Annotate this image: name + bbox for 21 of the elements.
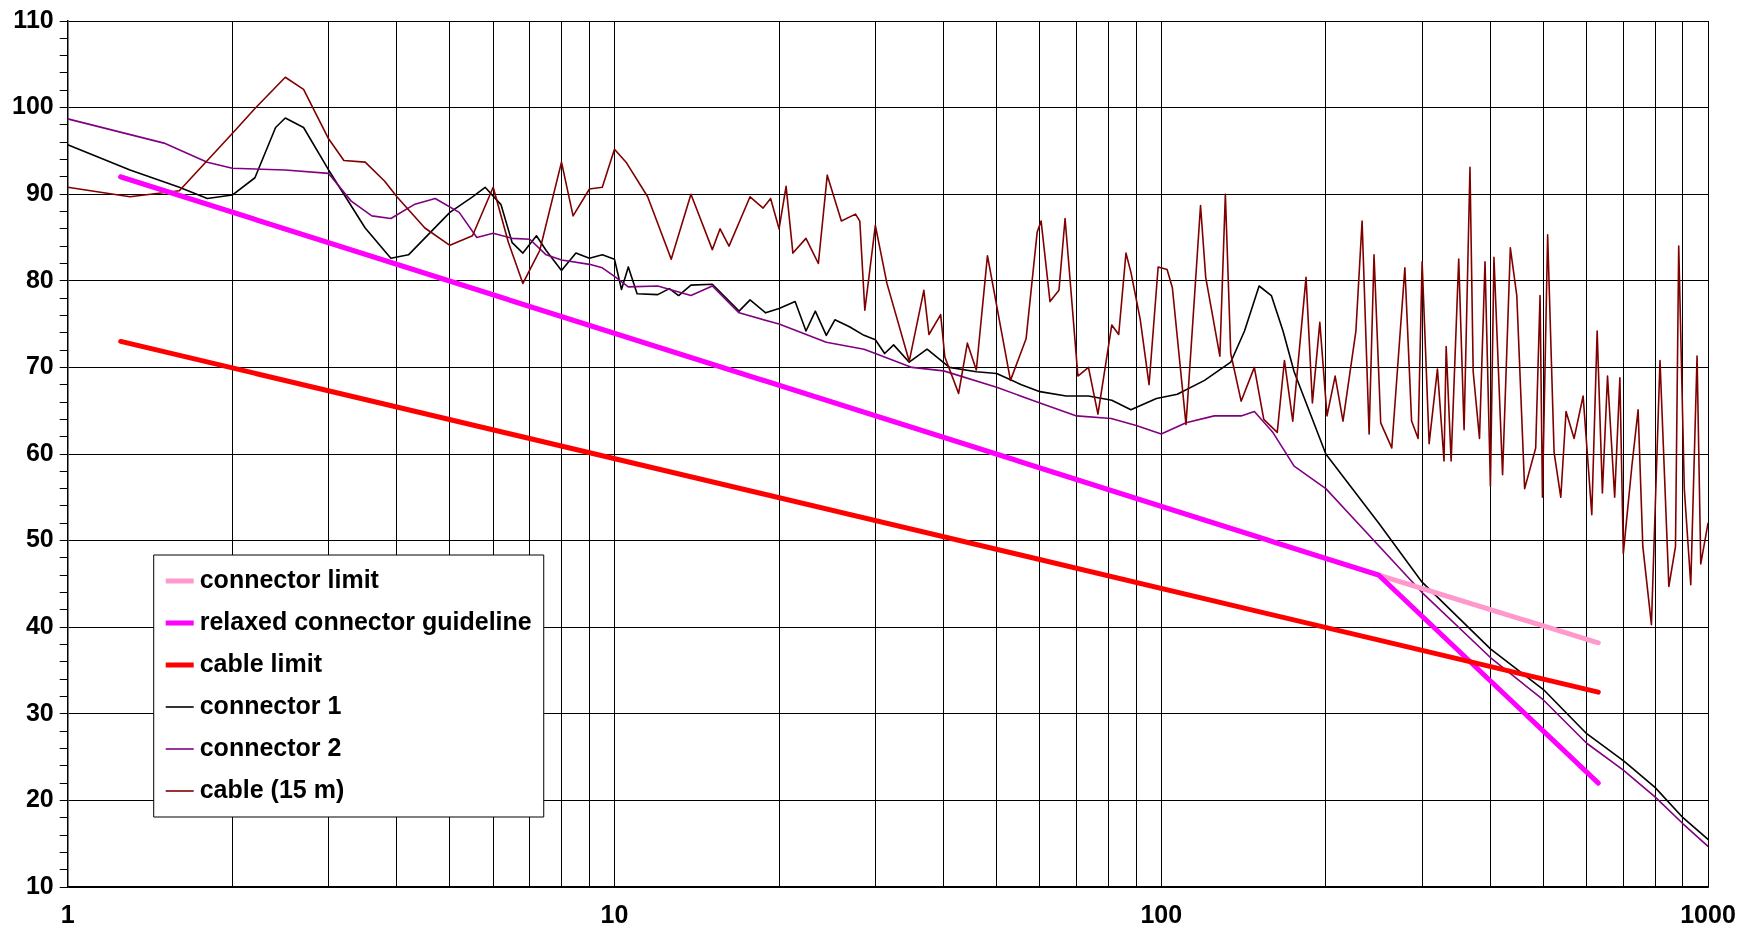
y-tick-label: 40 <box>25 611 54 640</box>
y-tick-label: 90 <box>25 178 54 207</box>
y-tick-label: 60 <box>25 437 54 466</box>
y-tick-label: 50 <box>25 524 54 553</box>
y-tick-label: 110 <box>13 4 54 33</box>
legend-label: cable limit <box>199 648 323 677</box>
y-tick-label: 30 <box>25 697 54 726</box>
y-tick-label: 70 <box>25 351 54 380</box>
legend-label: relaxed connector guideline <box>199 606 532 635</box>
x-tick-label: 1 <box>60 899 75 928</box>
x-tick-label: 100 <box>1140 899 1183 928</box>
y-tick-label: 20 <box>25 784 54 813</box>
x-tick-label: 10 <box>600 899 629 928</box>
legend-label: connector limit <box>199 564 380 593</box>
y-tick-label: 100 <box>11 91 54 120</box>
legend-label: connector 2 <box>199 732 342 761</box>
legend-label: cable (15 m) <box>199 774 345 803</box>
y-tick-label: 10 <box>25 870 54 899</box>
y-tick-label: 80 <box>25 264 54 293</box>
x-tick-label: 1000 <box>1680 899 1736 928</box>
legend-label: connector 1 <box>199 690 342 719</box>
